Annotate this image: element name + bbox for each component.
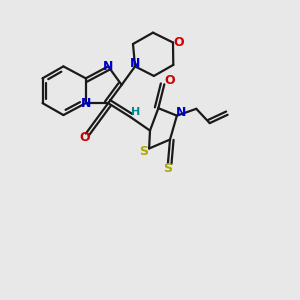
Text: N: N bbox=[81, 97, 91, 110]
Text: N: N bbox=[176, 106, 187, 118]
Text: S: S bbox=[164, 162, 172, 175]
Text: O: O bbox=[164, 74, 175, 87]
Text: N: N bbox=[103, 60, 113, 73]
Text: S: S bbox=[139, 145, 148, 158]
Text: O: O bbox=[79, 131, 90, 144]
Text: H: H bbox=[131, 107, 141, 117]
Text: N: N bbox=[130, 57, 140, 70]
Text: O: O bbox=[173, 36, 184, 49]
